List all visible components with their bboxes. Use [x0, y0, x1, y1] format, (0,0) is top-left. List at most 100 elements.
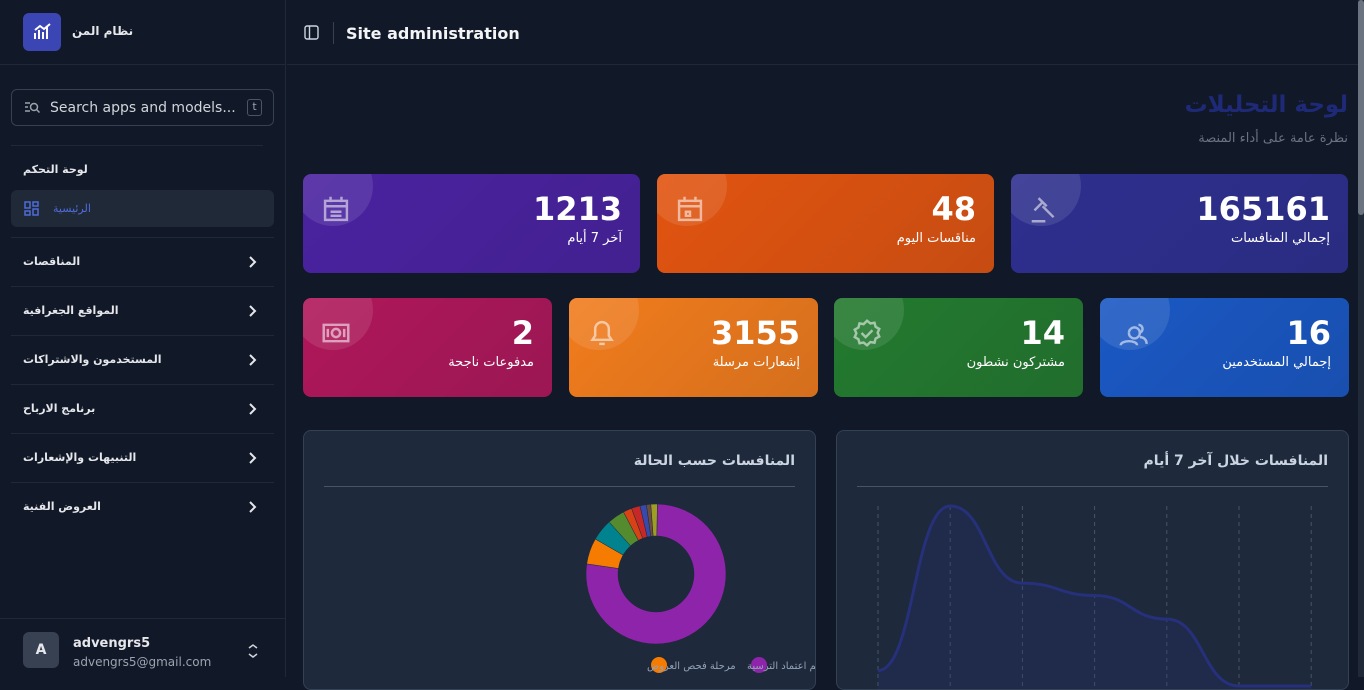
divider [333, 22, 334, 44]
card-label: مدفوعات ناجحة [448, 355, 534, 370]
line-chart [877, 504, 1312, 689]
icon-path [1119, 323, 1148, 346]
page-subtitle: نظرة عامة على أداء المنصة [1198, 131, 1348, 146]
menu-label: التنبيهات والإشعارات [23, 451, 137, 464]
dashboard-icon [24, 201, 39, 216]
menu-item[interactable]: التنبيهات والإشعارات [11, 433, 274, 481]
stat-card: 165161 إجمالي المنافسات [1011, 174, 1348, 273]
donut-slice [585, 503, 727, 645]
divider [11, 145, 263, 146]
card-label: إجمالي المنافسات [1230, 231, 1330, 246]
card-value: 3155 [710, 314, 800, 352]
legend-label: مرحلة فحص العروض [647, 661, 736, 672]
stat-card: 48 مناقسات اليوم [657, 174, 994, 273]
card-icon [323, 196, 349, 222]
menu-item[interactable]: العروض الفنية [11, 482, 274, 530]
donut-chart: تم اعتماد الترسية مرحلة فحص العروض [585, 503, 816, 673]
menu-label: الرئيسية [53, 202, 91, 215]
card-value: 2 [511, 314, 534, 352]
logo-icon [34, 23, 51, 39]
user-menu-toggle[interactable] [246, 643, 260, 659]
menu-item[interactable]: المستخدمون والاشتراكات [11, 335, 274, 383]
chevron [249, 305, 257, 317]
card-label: إشعارات مرسلة [712, 355, 800, 370]
brand: نظام المن [72, 24, 134, 38]
icon-path [590, 320, 614, 346]
chevron [249, 256, 257, 268]
active-menu-item[interactable]: الرئيسية [11, 190, 274, 227]
card-value: 48 [931, 190, 976, 228]
chevron-path [249, 403, 257, 415]
stat-card: 2 مدفوعات ناجحة [303, 298, 552, 397]
status-panel: المنافسات حسب الحالة تم اعتماد الترسية مر… [303, 430, 816, 690]
chevron-path [249, 305, 257, 317]
legend-swatch [751, 657, 767, 673]
legend-swatch [651, 657, 667, 673]
icon-path [323, 196, 349, 222]
menu-label: المستخدمون والاشتراكات [23, 353, 162, 366]
search-placeholder: Search apps and models... [50, 100, 236, 116]
panel-title: المنافسات حسب الحالة [633, 453, 795, 469]
card-value: 1213 [532, 190, 622, 228]
chevron [249, 403, 257, 415]
header-title: Site administration [346, 24, 520, 43]
menu-item[interactable]: المواقع الجغرافية [11, 286, 274, 334]
donut-slice [650, 503, 658, 537]
card-label: مشتركون نشطون [966, 355, 1065, 370]
menu-label: المواقع الجغرافية [23, 304, 119, 317]
chevron-path [249, 452, 257, 464]
card-icon [590, 320, 614, 346]
legend-label: تم اعتماد الترسية [747, 661, 816, 672]
card-value: 165161 [1196, 190, 1330, 228]
card-icon [677, 196, 703, 222]
search-box[interactable]: Search apps and models... t [11, 89, 274, 126]
section-heading: لوحة التحكم [23, 163, 88, 176]
card-value: 16 [1286, 314, 1331, 352]
card-icon [322, 323, 350, 343]
icon-path [322, 323, 350, 343]
stat-card: 14 مشتركون نشطون [834, 298, 1083, 397]
avatar: A [23, 632, 59, 668]
chevron-path [249, 354, 257, 366]
sidebar: نظام المن Search apps and models... t لو… [0, 0, 286, 677]
shortcut: t [247, 99, 262, 116]
menu-label: المناقصات [23, 255, 81, 268]
card-icon [1119, 323, 1148, 346]
chevron-path [249, 256, 257, 268]
divider [0, 618, 286, 619]
scrollbar[interactable] [1358, 0, 1364, 677]
card-value: 14 [1020, 314, 1065, 352]
divider [324, 486, 795, 487]
card-icon [853, 319, 881, 347]
card-label: إجمالي المستخدمين [1222, 355, 1331, 370]
icon-path [1031, 197, 1055, 223]
divider [857, 486, 1328, 487]
menu-label: برنامج الارباح [23, 402, 96, 415]
card-label: آخر 7 أيام [567, 231, 622, 246]
divider [287, 64, 1358, 65]
search-icon [25, 102, 40, 114]
icon-path [853, 319, 881, 347]
sidebar-toggle[interactable] [304, 25, 320, 41]
user-name: advengrs5 [73, 636, 151, 651]
chevron-path [249, 501, 257, 513]
panel-title: المنافسات خلال آخر 7 أيام [1143, 453, 1328, 469]
page-title: لوحة التحليلات [1184, 92, 1348, 118]
card-icon [1031, 197, 1055, 223]
logo [23, 13, 61, 51]
chevron [249, 354, 257, 366]
stat-card: 1213 آخر 7 أيام [303, 174, 640, 273]
stat-card: 16 إجمالي المستخدمين [1100, 298, 1349, 397]
stat-card: 3155 إشعارات مرسلة [569, 298, 818, 397]
area [878, 506, 1312, 689]
chevron [249, 501, 257, 513]
menu-label: العروض الفنية [23, 500, 101, 513]
user-email: advengrs5@gmail.com [73, 655, 212, 669]
menu-item[interactable]: المناقصات [11, 237, 274, 285]
card-label: مناقسات اليوم [896, 231, 976, 246]
week-panel: المنافسات خلال آخر 7 أيام [836, 430, 1349, 690]
chevron [249, 452, 257, 464]
divider [0, 64, 286, 65]
menu-item[interactable]: برنامج الارباح [11, 384, 274, 432]
